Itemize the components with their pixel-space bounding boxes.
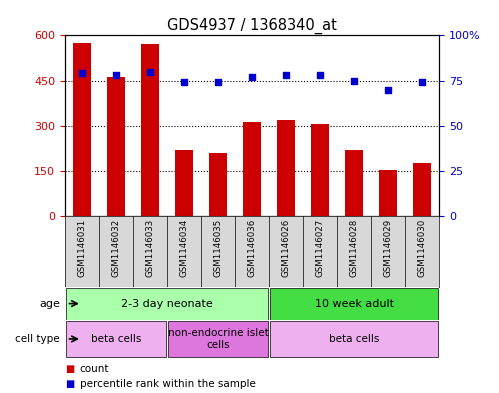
Text: GSM1146026: GSM1146026 xyxy=(281,219,290,277)
Point xyxy=(418,79,426,86)
Point xyxy=(78,70,86,77)
Bar xyxy=(65,321,166,357)
Bar xyxy=(243,122,261,216)
Bar xyxy=(345,150,363,216)
Text: GSM1146032: GSM1146032 xyxy=(111,219,120,277)
Text: GSM1146030: GSM1146030 xyxy=(418,219,427,277)
Text: GSM1146034: GSM1146034 xyxy=(180,219,189,277)
Text: beta cells: beta cells xyxy=(91,334,141,344)
Point xyxy=(384,86,392,93)
Text: ■: ■ xyxy=(65,379,74,389)
Text: GSM1146035: GSM1146035 xyxy=(214,219,223,277)
Point xyxy=(350,77,358,84)
Bar xyxy=(168,321,268,357)
Point xyxy=(282,72,290,78)
Point xyxy=(180,79,188,86)
Bar xyxy=(413,163,432,216)
Bar xyxy=(269,288,439,320)
Bar xyxy=(141,44,159,216)
Text: 10 week adult: 10 week adult xyxy=(314,299,394,309)
Bar xyxy=(209,153,228,216)
Text: count: count xyxy=(80,364,109,375)
Text: ■: ■ xyxy=(65,364,74,375)
Point xyxy=(316,72,324,78)
Bar xyxy=(379,170,397,216)
Title: GDS4937 / 1368340_at: GDS4937 / 1368340_at xyxy=(167,18,337,34)
Point xyxy=(214,79,222,86)
Text: age: age xyxy=(39,299,60,309)
Bar xyxy=(107,77,125,216)
Point xyxy=(146,68,154,75)
Bar xyxy=(269,321,439,357)
Bar xyxy=(72,43,91,216)
Text: beta cells: beta cells xyxy=(329,334,379,344)
Text: percentile rank within the sample: percentile rank within the sample xyxy=(80,379,255,389)
Text: GSM1146031: GSM1146031 xyxy=(77,219,86,277)
Bar xyxy=(276,120,295,216)
Text: GSM1146036: GSM1146036 xyxy=(248,219,256,277)
Bar xyxy=(311,124,329,216)
Text: GSM1146027: GSM1146027 xyxy=(315,219,324,277)
Bar xyxy=(175,151,193,216)
Text: non-endocrine islet
cells: non-endocrine islet cells xyxy=(168,328,268,350)
Text: cell type: cell type xyxy=(15,334,60,344)
Point xyxy=(248,74,256,80)
Text: GSM1146033: GSM1146033 xyxy=(145,219,154,277)
Text: GSM1146028: GSM1146028 xyxy=(350,219,359,277)
Bar xyxy=(65,288,268,320)
Text: 2-3 day neonate: 2-3 day neonate xyxy=(121,299,213,309)
Text: GSM1146029: GSM1146029 xyxy=(384,219,393,277)
Point xyxy=(112,72,120,78)
